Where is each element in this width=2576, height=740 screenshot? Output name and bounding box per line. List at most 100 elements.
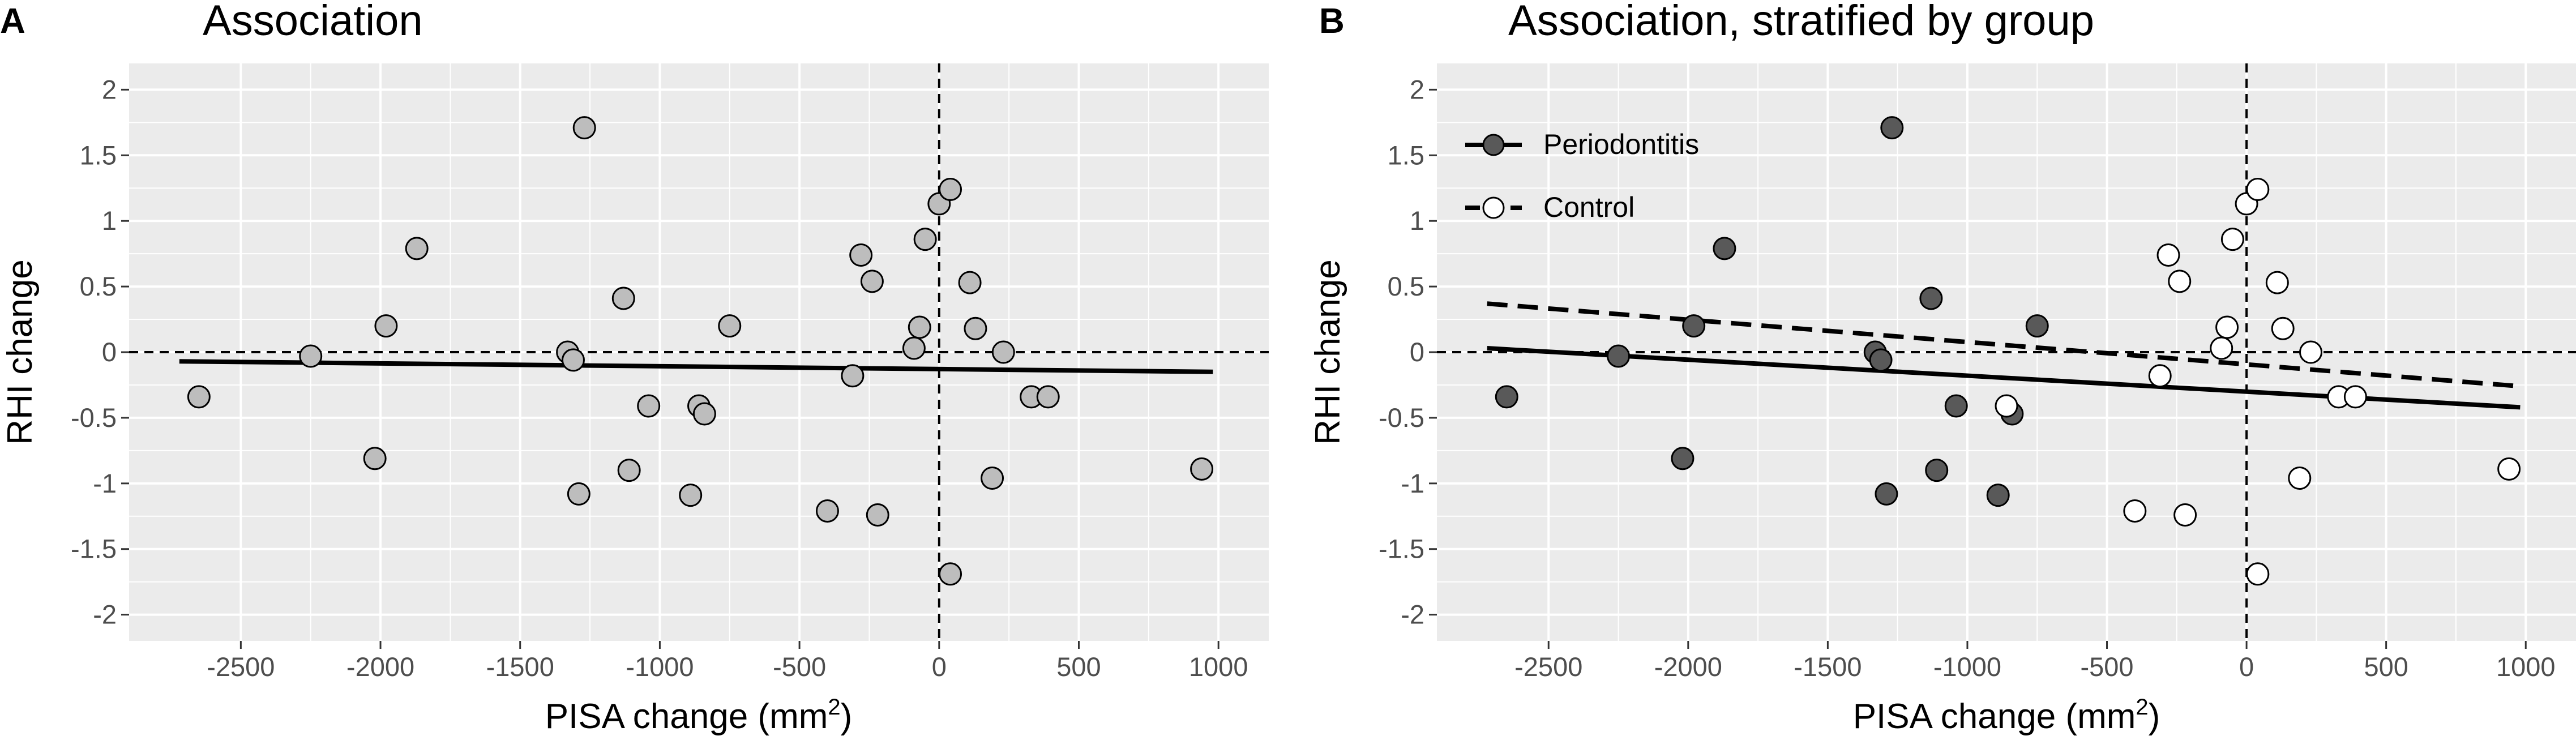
data-point-periodontitis bbox=[1682, 314, 1706, 338]
y-tick-label: 1 bbox=[1410, 206, 1424, 236]
panel-b: B Association, stratified by group -2500… bbox=[1308, 0, 2576, 736]
x-tick-label: 500 bbox=[2364, 652, 2408, 682]
data-point-all bbox=[991, 340, 1015, 364]
data-point-control bbox=[2156, 243, 2180, 267]
data-point-all bbox=[374, 314, 398, 338]
data-point-all bbox=[405, 237, 429, 260]
fit-line-overall bbox=[179, 359, 1213, 374]
y-tick-label: 2 bbox=[102, 74, 117, 104]
data-point-all bbox=[981, 467, 1004, 490]
data-point-periodontitis bbox=[1880, 116, 1904, 140]
y-tick-label: 0.5 bbox=[80, 271, 117, 301]
data-point-all bbox=[939, 562, 962, 586]
panel-a-x-ticks: -2500 -2000 -1500 -1000 -500 0 500 1000 bbox=[207, 641, 1248, 682]
data-point-periodontitis bbox=[1713, 237, 1736, 260]
x-tick-label: -2000 bbox=[346, 652, 414, 682]
data-point-periodontitis bbox=[1671, 447, 1694, 470]
panel-b-points bbox=[1495, 116, 2521, 586]
panel-a-x-axis-label-close: ) bbox=[841, 697, 853, 736]
data-point-all bbox=[841, 364, 865, 388]
data-point-all bbox=[902, 336, 926, 360]
panel-b-y-ticks: -2 -1.5 -1 -0.5 0 0.5 1 1.5 2 bbox=[1379, 74, 1437, 630]
x-tick-label: 0 bbox=[932, 652, 947, 682]
data-point-control bbox=[2220, 228, 2244, 251]
data-point-control bbox=[2265, 271, 2289, 294]
data-point-all bbox=[718, 314, 742, 338]
panel-b-x-axis-label-superscript: 2 bbox=[2136, 695, 2148, 720]
x-tick-label: 1000 bbox=[1189, 652, 1248, 682]
y-tick-label: -1.5 bbox=[1379, 534, 1424, 564]
data-point-all bbox=[187, 385, 211, 409]
data-point-all bbox=[363, 447, 387, 470]
x-tick-label: -500 bbox=[2080, 652, 2133, 682]
x-tick-label: -2500 bbox=[207, 652, 275, 682]
data-point-all bbox=[815, 499, 839, 523]
data-point-all bbox=[679, 484, 703, 507]
data-point-periodontitis bbox=[1495, 385, 1518, 409]
data-point-all bbox=[572, 116, 596, 140]
data-point-control bbox=[2173, 503, 2197, 527]
data-point-control bbox=[2497, 457, 2521, 481]
data-point-control bbox=[2343, 385, 2367, 409]
legend-periodontitis-label: Periodontitis bbox=[1543, 129, 1699, 160]
panel-b-legend: Periodontitis Control bbox=[1465, 129, 1699, 223]
data-point-control bbox=[2288, 467, 2312, 490]
data-point-all bbox=[913, 228, 937, 251]
x-tick-label: -1000 bbox=[626, 652, 694, 682]
y-tick-label: 0 bbox=[102, 337, 117, 367]
x-tick-label: -1000 bbox=[1933, 652, 2001, 682]
x-tick-label: -1500 bbox=[486, 652, 554, 682]
y-tick-label: -1.5 bbox=[71, 534, 117, 564]
x-tick-label: 1000 bbox=[2496, 652, 2556, 682]
x-tick-label: 500 bbox=[1056, 652, 1101, 682]
data-point-all bbox=[692, 402, 716, 426]
legend-control-point-key bbox=[1482, 196, 1505, 219]
panel-b-y-axis-label: RHI change bbox=[1308, 259, 1347, 444]
data-point-control bbox=[2271, 316, 2295, 340]
data-point-all bbox=[567, 482, 590, 506]
panel-a-y-axis-label: RHI change bbox=[1, 259, 40, 444]
x-tick-label: -2000 bbox=[1654, 652, 1722, 682]
panel-a-title: Association bbox=[203, 0, 423, 45]
data-point-all bbox=[958, 271, 982, 294]
data-point-all bbox=[860, 270, 884, 293]
fit-line-control bbox=[1487, 301, 2521, 389]
data-point-periodontitis bbox=[1925, 459, 1949, 482]
data-point-periodontitis bbox=[1875, 482, 1898, 506]
legend-control-label: Control bbox=[1543, 191, 1634, 223]
panel-b-letter: B bbox=[1319, 2, 1345, 41]
data-point-control bbox=[2123, 499, 2147, 523]
x-tick-label: -1500 bbox=[1794, 652, 1862, 682]
x-tick-label: -2500 bbox=[1514, 652, 1582, 682]
data-point-control bbox=[2299, 340, 2323, 364]
data-point-control bbox=[2246, 562, 2270, 586]
data-point-all bbox=[939, 178, 962, 202]
data-point-periodontitis bbox=[1944, 394, 1968, 418]
panel-a: A Association -2500 -2000 -1500 -1000 -500 0 5… bbox=[0, 0, 1269, 736]
panel-b-title: Association, stratified by group bbox=[1508, 0, 2094, 45]
y-tick-label: 0.5 bbox=[1388, 271, 1424, 301]
data-point-all bbox=[637, 394, 661, 418]
panel-b-x-axis-label: PISA change (mm2) bbox=[1853, 695, 2160, 736]
panel-a-x-axis-label-superscript: 2 bbox=[828, 695, 840, 720]
data-point-all bbox=[611, 286, 635, 310]
data-point-all bbox=[299, 344, 323, 368]
y-tick-label: -2 bbox=[1401, 600, 1424, 630]
panel-a-x-axis-label-main: PISA change (mm bbox=[545, 697, 828, 736]
data-point-all bbox=[866, 503, 889, 527]
y-tick-label: -0.5 bbox=[71, 403, 117, 433]
panel-a-fit-lines bbox=[179, 359, 1213, 374]
panel-a-points bbox=[187, 116, 1214, 586]
y-tick-label: -1 bbox=[93, 468, 117, 498]
data-point-periodontitis bbox=[1607, 344, 1631, 368]
data-point-control bbox=[2148, 364, 2172, 388]
data-point-control bbox=[2215, 315, 2239, 339]
y-tick-label: -2 bbox=[93, 600, 117, 630]
data-point-control bbox=[1995, 394, 2018, 418]
data-point-control bbox=[2168, 270, 2192, 293]
data-point-control bbox=[2210, 336, 2233, 360]
y-tick-label: 0 bbox=[1410, 337, 1424, 367]
y-tick-label: 2 bbox=[1410, 74, 1424, 104]
data-point-periodontitis bbox=[1919, 286, 1943, 310]
data-point-all bbox=[1190, 457, 1214, 481]
